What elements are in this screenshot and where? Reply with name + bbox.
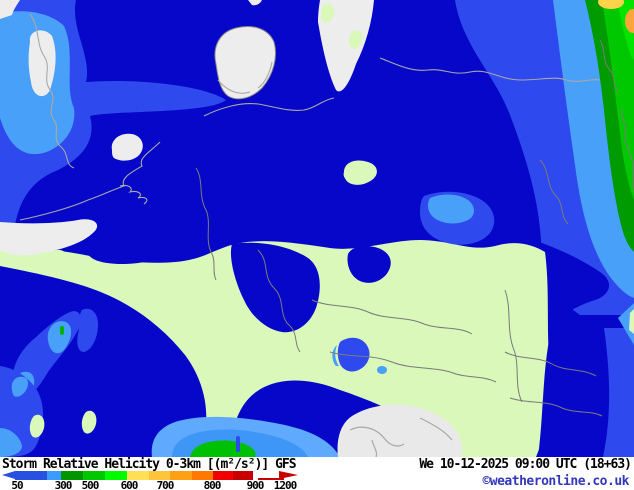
region-bottom-maximum	[151, 416, 340, 457]
colorbar-tick-label: 500	[81, 479, 100, 490]
colorbar-tick-label: 900	[246, 479, 265, 490]
borders	[195, 39, 634, 417]
colorbar	[2, 471, 302, 480]
region-denmark	[214, 26, 276, 100]
colorbar-segment	[83, 471, 105, 480]
colorbar-labels: 50 300 500 600 700 800 900 1200	[2, 479, 322, 490]
colorbar-right-arrow-tail	[258, 478, 284, 480]
colorbar-segments	[15, 471, 253, 480]
coastlines	[19, 13, 601, 221]
region-left-wedge	[0, 0, 226, 246]
colorbar-segment	[170, 471, 192, 480]
map-datetime: We 10-12-2025 09:00 UTC (18+63)	[419, 457, 632, 472]
colorbar-right-arrow-icon	[279, 471, 298, 479]
copyright-link[interactable]: ©weatheronline.co.uk	[482, 474, 629, 489]
colorbar-segment	[47, 471, 61, 480]
map-title: Storm Relative Helicity 0-3km [(m²/s²)] …	[2, 457, 297, 472]
colorbar-segment	[105, 471, 127, 480]
colorbar-segment	[149, 471, 170, 480]
map-area	[0, 0, 634, 457]
colorbar-tick-label: 300	[54, 479, 73, 490]
region-orange-spot	[625, 9, 634, 33]
region-southwest-cluster	[0, 308, 98, 457]
colorbar-segment	[61, 471, 83, 480]
region-dark-masses	[0, 240, 603, 457]
colorbar-segment	[15, 471, 47, 480]
region-white-areas	[111, 0, 374, 161]
colorbar-segment	[127, 471, 149, 480]
region-dutch-coast-blob	[111, 133, 143, 161]
colorbar-tick-label: 1200	[273, 479, 297, 490]
region-sweden	[318, 0, 374, 92]
colorbar-segment	[233, 471, 253, 480]
colorbar-tick-label: 50	[11, 479, 23, 490]
colorbar-tick-label: 800	[203, 479, 222, 490]
region-yellow-spot	[598, 0, 624, 9]
weather-map-svg	[0, 0, 634, 457]
colorbar-tick-label: 700	[156, 479, 175, 490]
colorbar-tick-label: 600	[120, 479, 139, 490]
region-alps	[337, 404, 463, 457]
region-royal-southeast	[603, 328, 634, 457]
region-england	[0, 219, 98, 265]
region-silesia-blob	[420, 191, 495, 245]
colorbar-segment	[192, 471, 213, 480]
region-pale-blob-north	[343, 160, 377, 185]
legend-bar: Storm Relative Helicity 0-3km [(m²/s²)] …	[0, 457, 634, 490]
colorbar-left-arrow-icon	[2, 471, 15, 479]
region-austria-blob	[332, 337, 387, 374]
colorbar-segment	[213, 471, 233, 480]
